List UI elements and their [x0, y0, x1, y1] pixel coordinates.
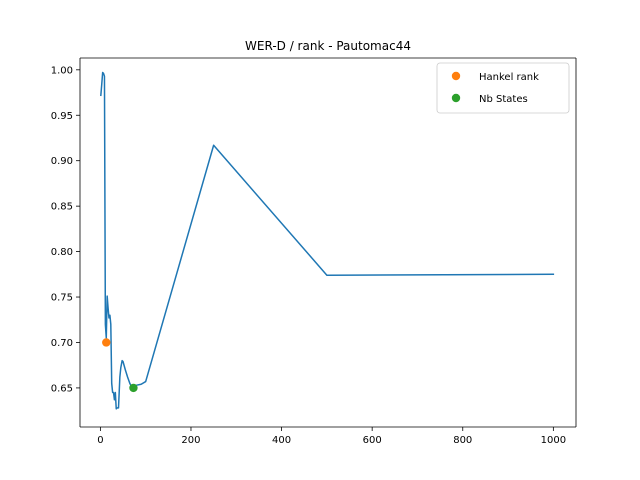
x-tick-label: 200 [181, 435, 200, 446]
legend-label-hankel-rank: Hankel rank [479, 72, 539, 83]
y-tick-label: 0.70 [51, 338, 73, 349]
legend-label-nb-states: Nb States [479, 94, 528, 105]
data-point-nb-states [129, 383, 138, 393]
legend-box [436, 62, 570, 114]
legend: Hankel rank Nb States [436, 62, 570, 114]
x-tick-label: 0 [97, 435, 103, 446]
y-tick-label: 0.75 [51, 293, 73, 304]
x-tick-label: 800 [453, 435, 472, 446]
y-tick-label: 0.90 [51, 156, 73, 167]
chart-title: WER-D / rank - Pautomac44 [245, 39, 411, 53]
x-tick-label: 600 [363, 435, 382, 446]
legend-marker-nb-states [451, 93, 461, 103]
x-tick-label: 400 [272, 435, 291, 446]
y-tick-label: 1.00 [51, 65, 73, 76]
y-tick-label: 0.65 [51, 383, 73, 394]
x-tick-label: 1000 [541, 435, 566, 446]
data-point-hankel-rank [102, 338, 111, 347]
y-tick-label: 0.80 [51, 247, 73, 258]
y-tick-label: 0.95 [51, 111, 73, 122]
y-tick-label: 0.85 [51, 202, 73, 213]
plot-area: 0 200 400 600 800 1000 0.65 0.70 0.75 0.80 0.85 0.9… [51, 57, 577, 446]
legend-marker-hankel-rank [451, 71, 461, 81]
